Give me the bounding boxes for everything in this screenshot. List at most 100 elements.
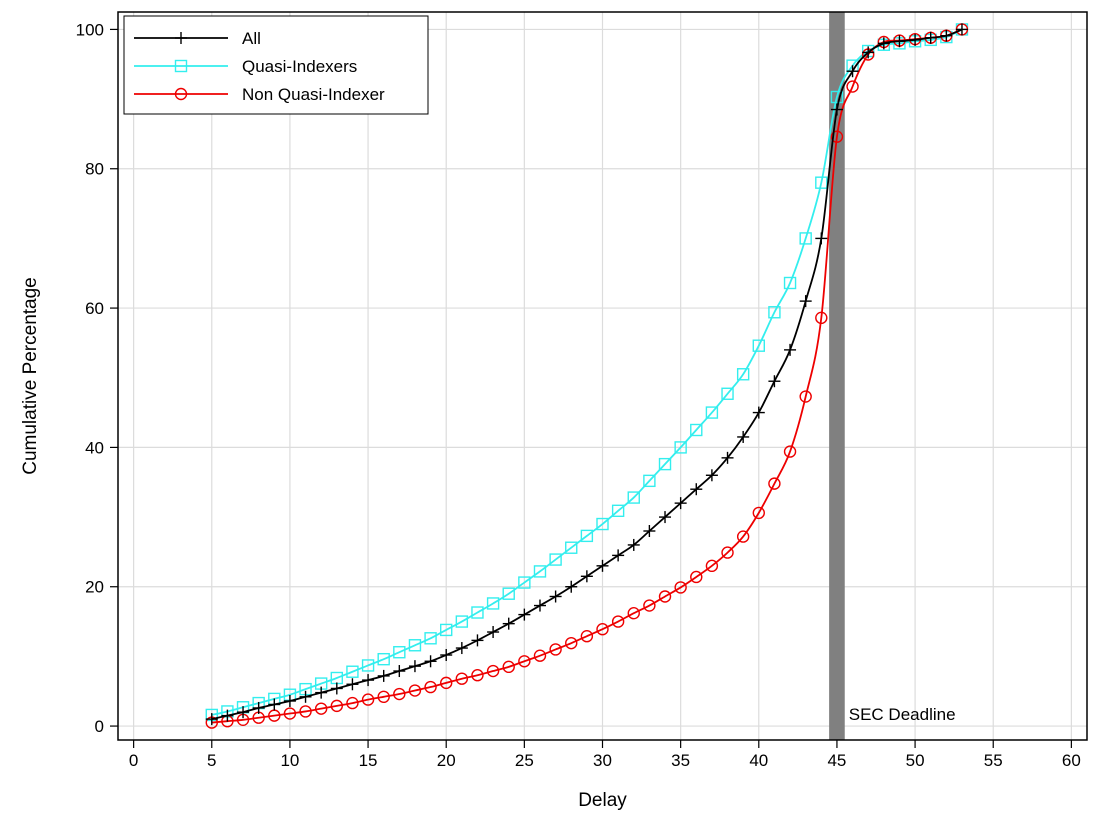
x-tick-label-55: 55 [984,751,1003,770]
point-non-quasi-indexer-20 [440,676,453,690]
point-quasi-indexers-31 [611,504,625,518]
point-all-12 [315,686,328,699]
point-all-27 [549,590,562,603]
point-non-quasi-indexer-26 [533,649,547,662]
point-all-9 [268,698,281,711]
point-non-quasi-indexer-24 [502,660,515,674]
point-quasi-indexers-18 [408,639,422,652]
y-tick-label-20: 20 [85,578,104,597]
point-quasi-indexers-37 [705,406,719,419]
point-quasi-indexers-26 [533,565,547,578]
point-all-10 [283,694,296,707]
y-axis: 0 20 40 60 80 100 [76,20,118,736]
y-axis-title: Cumulative Percentage [20,277,41,475]
point-non-quasi-indexer-30 [596,623,609,636]
x-tick-label-0: 0 [129,751,138,770]
point-non-quasi-indexer-13 [330,699,344,713]
point-all-36 [690,483,703,496]
point-non-quasi-indexer-33 [643,599,656,612]
x-tick-label-20: 20 [437,751,456,770]
point-all-48 [877,37,890,50]
point-all-37 [705,469,718,482]
point-all-31 [612,549,625,562]
x-tick-label-60: 60 [1062,751,1081,770]
point-quasi-indexers-35 [674,441,687,454]
sec-deadline-label: SEC Deadline [849,705,956,724]
point-quasi-indexers-23 [486,597,500,610]
grid [118,12,1087,740]
point-non-quasi-indexer-42 [783,445,797,458]
point-quasi-indexers-19 [424,632,437,645]
point-non-quasi-indexer-11 [299,705,312,718]
point-non-quasi-indexer-21 [455,672,469,685]
point-non-quasi-indexer-12 [314,702,328,715]
legend-label-all: All [242,29,261,48]
point-all-51 [924,31,937,44]
sec-deadline-band [829,12,845,740]
point-non-quasi-indexer-14 [346,696,359,710]
point-quasi-indexers-32 [627,491,640,504]
point-all-34 [659,511,672,524]
point-all-38 [721,451,734,464]
point-non-quasi-indexer-36 [690,570,703,584]
point-all-32 [627,538,640,551]
point-all-45 [830,103,843,116]
point-quasi-indexers-27 [549,553,562,566]
point-quasi-indexers-45 [830,90,844,104]
legend-item-non-quasi-indexer: Non Quasi-Indexer [134,85,385,104]
y-tick-label-0: 0 [95,717,104,736]
x-tick-label-15: 15 [359,751,378,770]
series-line-all [211,28,963,720]
point-non-quasi-indexer-31 [611,615,625,628]
point-all-11 [299,690,312,703]
point-quasi-indexers-22 [471,606,484,619]
series-non-quasi-indexer [205,23,969,729]
x-tick-label-10: 10 [280,751,299,770]
point-all-17 [393,665,406,678]
point-all-23 [487,626,500,639]
point-non-quasi-indexer-39 [736,530,750,543]
point-non-quasi-indexer-44 [815,311,828,325]
y-tick-label-80: 80 [85,160,104,179]
series-line-quasi-indexers [211,28,963,716]
series-quasi-indexers [205,23,969,722]
point-all-42 [784,343,797,356]
point-quasi-indexers-39 [736,368,750,381]
point-all-33 [643,525,656,538]
point-quasi-indexers-21 [455,615,469,628]
point-all-50 [909,33,922,46]
point-quasi-indexers-38 [721,387,734,400]
point-non-quasi-indexer-46 [846,80,859,93]
point-all-25 [518,608,531,621]
point-non-quasi-indexer-22 [471,669,484,682]
point-quasi-indexers-17 [393,646,406,659]
point-all-20 [440,649,453,662]
x-axis-title: Delay [578,790,627,811]
legend-symbol-all [134,32,228,44]
point-quasi-indexers-43 [799,232,812,245]
point-non-quasi-indexer-16 [377,690,390,704]
point-all-5 [205,713,218,726]
series-layer [205,23,969,729]
x-tick-label-40: 40 [749,751,768,770]
x-tick-label-25: 25 [515,751,534,770]
legend-label-non-quasi-indexer: Non Quasi-Indexer [242,85,385,104]
point-non-quasi-indexer-17 [393,687,406,701]
point-all-21 [455,642,468,655]
deadline-band-layer [829,12,845,740]
legend-marker-all [175,32,187,44]
x-axis: 0 5 10 15 20 25 30 35 40 45 50 55 60 [129,740,1081,770]
point-quasi-indexers-20 [440,623,453,637]
point-all-15 [362,674,375,687]
y-tick-label-60: 60 [85,299,104,318]
point-quasi-indexers-29 [580,529,594,543]
point-all-35 [674,497,687,510]
point-quasi-indexers-28 [565,541,578,554]
point-quasi-indexers-34 [658,457,672,471]
point-quasi-indexers-33 [643,474,656,488]
point-non-quasi-indexer-37 [705,559,719,573]
series-line-non-quasi-indexer [211,28,963,724]
point-quasi-indexers-16 [377,652,390,666]
point-all-13 [330,682,343,695]
point-quasi-indexers-36 [690,423,703,437]
